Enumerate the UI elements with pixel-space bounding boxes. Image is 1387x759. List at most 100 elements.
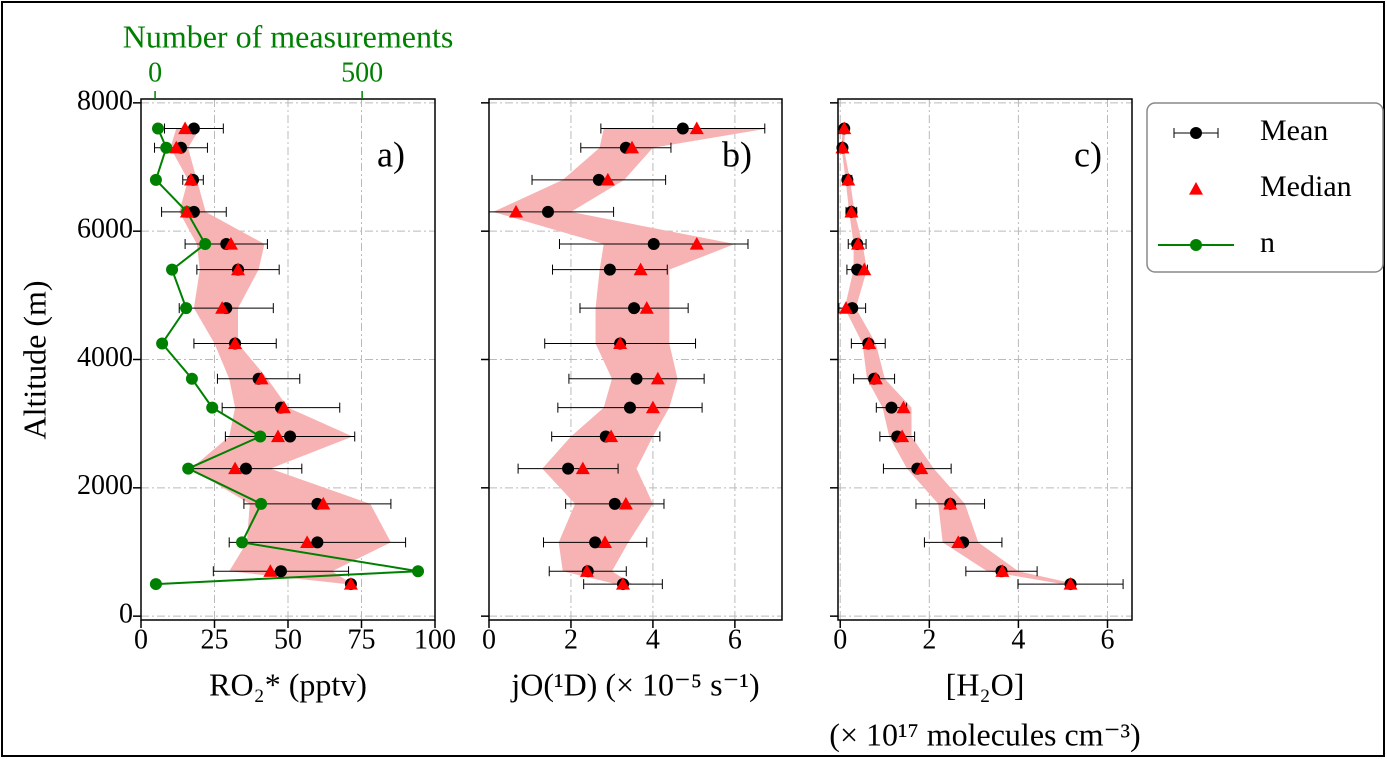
median-marker (231, 262, 246, 276)
median-marker (837, 121, 852, 135)
mean-marker (284, 430, 297, 443)
mean-marker (647, 238, 660, 251)
median-marker (943, 496, 958, 510)
median-marker (271, 429, 286, 443)
median-marker (223, 237, 238, 250)
median-marker (689, 237, 704, 250)
median-marker (276, 400, 291, 414)
median-marker (254, 371, 269, 385)
legend-label: Mean (1260, 114, 1328, 147)
mean-marker (592, 173, 605, 186)
median-marker (896, 400, 911, 414)
median-marker (263, 564, 278, 577)
x-axis-label: (× 10¹⁷ molecules cm⁻³) (829, 716, 1140, 752)
mean-marker (630, 372, 643, 385)
mean-marker (885, 401, 898, 414)
mean-marker (239, 462, 252, 475)
median-marker (178, 121, 193, 135)
x-tick-label: 100 (414, 624, 456, 655)
count-point (254, 430, 267, 443)
x-tick-label: 4 (646, 624, 660, 655)
plot-area (154, 123, 407, 590)
median-marker (616, 577, 631, 590)
x-tick-label: 25 (201, 624, 229, 655)
median-marker (215, 301, 230, 314)
x-tick-label: 0 (134, 624, 148, 655)
median-marker (995, 564, 1010, 577)
y-tick-label: 4000 (77, 342, 133, 373)
y-tick-label: 6000 (77, 214, 133, 245)
mean-marker (542, 205, 555, 218)
median-marker (1063, 577, 1078, 590)
median-marker (839, 301, 854, 314)
plot-area (489, 123, 768, 590)
median-marker (633, 262, 648, 276)
median-marker (645, 400, 660, 414)
median-marker (613, 336, 628, 350)
plot-area (838, 123, 1124, 590)
count-point (156, 337, 169, 350)
panel-frame (488, 98, 783, 621)
x-tick-label: 2 (922, 624, 936, 655)
mean-marker (562, 462, 575, 475)
legend-marker (1190, 127, 1202, 139)
median-marker (228, 336, 243, 350)
count-point (166, 263, 179, 276)
x-axis-label: RO₂* (pptv) (209, 666, 367, 702)
panel-label: b) (722, 134, 752, 174)
count-point (236, 536, 249, 549)
median-marker (650, 371, 665, 385)
median-marker (868, 371, 883, 385)
mean-marker (676, 122, 689, 135)
median-marker (604, 429, 619, 443)
y-axis-label: Altitude (m) (16, 280, 52, 439)
legend-label: Median (1260, 170, 1352, 203)
median-marker (844, 204, 859, 218)
x2-axis-label: Number of measurements (123, 18, 454, 54)
range-band (170, 128, 391, 585)
x-axis-label: jO(¹D) (× 10⁻⁵ s⁻¹) (510, 666, 759, 702)
median-marker (625, 140, 640, 154)
x-tick-label: 0 (482, 624, 496, 655)
median-marker (300, 535, 315, 548)
mean-marker (608, 497, 621, 510)
median-marker (862, 336, 877, 350)
count-point (185, 372, 198, 385)
mean-marker (187, 122, 200, 135)
median-marker (951, 535, 966, 548)
mean-marker (589, 536, 602, 549)
median-marker (689, 121, 704, 135)
count-point (160, 141, 173, 154)
median-marker (509, 204, 524, 218)
y-tick-label: 2000 (77, 470, 133, 501)
count-point (206, 401, 219, 414)
mean-marker (603, 263, 616, 276)
count-point (182, 462, 195, 475)
mean-marker (274, 565, 287, 578)
median-marker (618, 496, 633, 510)
x-tick-label: 75 (348, 624, 376, 655)
panel-label: a) (377, 134, 405, 174)
legend-label: n (1260, 226, 1275, 259)
range-band (493, 128, 768, 585)
count-point (151, 122, 164, 135)
x-tick-label: 6 (728, 624, 742, 655)
x2-tick-label: 0 (148, 57, 162, 88)
panel-label: c) (1074, 134, 1102, 174)
count-point (149, 173, 162, 186)
x-tick-label: 4 (1011, 624, 1025, 655)
median-marker (343, 577, 358, 590)
median-marker (316, 496, 331, 510)
panel-frame (837, 98, 1133, 621)
median-marker (228, 461, 243, 475)
median-marker (579, 564, 594, 577)
count-point (199, 238, 212, 251)
median-marker (597, 535, 612, 548)
count-line (154, 128, 419, 586)
median-marker (575, 461, 590, 475)
range-band (841, 128, 1077, 585)
median-marker (183, 172, 198, 186)
